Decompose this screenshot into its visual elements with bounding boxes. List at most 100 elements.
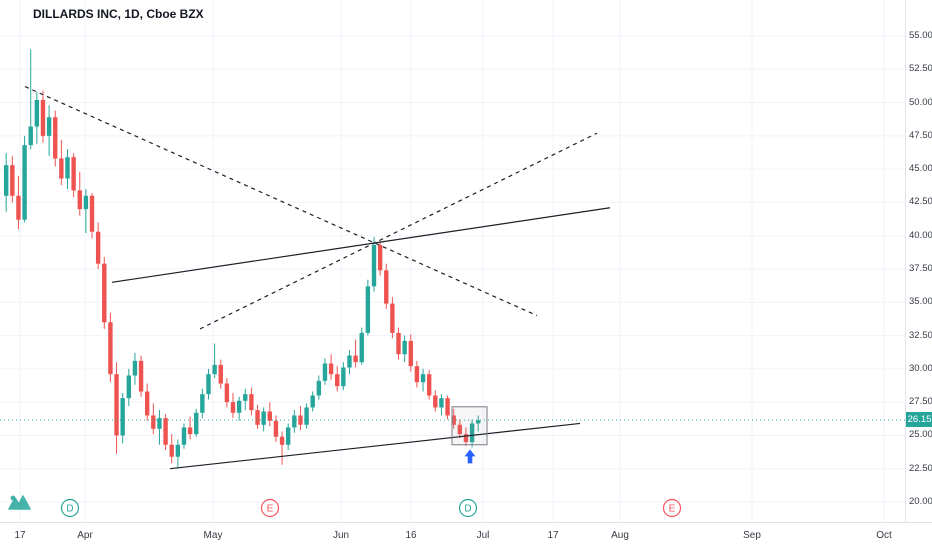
price-axis[interactable]: 55.00 52.50 50.00 47.50 45.00 42.50 40.00 37.50… <box>905 0 932 522</box>
candle-body <box>16 195 21 220</box>
price-axis-label: 55.00 <box>909 30 932 41</box>
candle-body <box>316 380 322 396</box>
candle-body <box>126 375 131 399</box>
candle-body <box>206 374 211 395</box>
candle-body <box>359 332 364 363</box>
candle-body <box>420 374 426 383</box>
candle-body <box>175 444 181 457</box>
candle-body <box>365 286 371 333</box>
candle-body <box>396 332 401 355</box>
candle-body <box>46 117 52 136</box>
candle-body <box>292 415 297 428</box>
candle-body <box>40 99 46 136</box>
candle-body <box>163 418 168 445</box>
candle-body <box>95 231 101 264</box>
candle-body <box>114 374 119 436</box>
price-axis-label: 40.00 <box>909 229 932 241</box>
candle-body <box>212 364 217 375</box>
svg-text:E: E <box>267 504 274 515</box>
price-axis-label: 52.50 <box>909 63 932 75</box>
candle-body <box>10 165 15 196</box>
trendline-ascending-dashed[interactable] <box>199 132 598 330</box>
price-axis-label: 27.50 <box>909 396 932 408</box>
candle-body <box>200 394 205 413</box>
trendline-lower-solid[interactable] <box>169 422 581 470</box>
tradingview-logo[interactable] <box>8 492 32 517</box>
candle-body <box>28 126 33 146</box>
candle-body <box>71 157 76 191</box>
candle-body <box>457 424 463 435</box>
candle-body <box>451 415 456 425</box>
trendlines-layer <box>24 86 611 470</box>
trendline-descending-dashed[interactable] <box>24 86 538 317</box>
price-axis-label: 22.50 <box>909 462 932 474</box>
candle-body <box>476 420 481 424</box>
time-axis-label: 16 <box>405 530 417 541</box>
candle-body <box>138 360 144 392</box>
candle-body <box>279 436 285 445</box>
price-axis-label: 37.50 <box>909 263 932 274</box>
candle-body <box>469 423 475 443</box>
earnings-marker[interactable]: E <box>260 498 280 518</box>
price-axis-label: 35.00 <box>909 296 932 308</box>
candle-body <box>243 394 248 401</box>
candle-body <box>218 364 223 384</box>
candle-body <box>4 165 9 196</box>
time-axis-label: 17 <box>547 530 559 541</box>
price-axis-label: 47.50 <box>909 129 932 141</box>
price-axis-label: 32.50 <box>909 329 932 341</box>
time-axis-label: Jul <box>476 530 490 541</box>
candle-body <box>285 427 291 445</box>
candle-body <box>402 340 407 355</box>
candle-body <box>108 322 113 375</box>
price-axis-label: 30.00 <box>909 362 932 374</box>
svg-text:E: E <box>669 504 676 515</box>
time-axis-label: Oct <box>876 530 892 541</box>
candle-body <box>144 391 150 416</box>
time-axis-label: 17 <box>14 530 26 541</box>
candle-body <box>371 245 377 287</box>
candle-body <box>384 270 389 304</box>
candle-body <box>273 420 279 437</box>
candle-body <box>426 374 432 396</box>
trendline-upper-solid[interactable] <box>111 207 611 283</box>
candle-body <box>377 245 383 271</box>
candle-body <box>65 157 70 179</box>
up-arrow-marker[interactable] <box>464 449 476 464</box>
price-axis-label: 50.00 <box>909 96 932 108</box>
time-axis-label: Apr <box>77 530 93 541</box>
highlight-box[interactable] <box>451 406 488 446</box>
candle-body <box>408 340 413 367</box>
earnings-marker[interactable]: E <box>662 498 682 518</box>
candle-body <box>187 427 193 435</box>
dividend-marker[interactable]: D <box>60 498 80 518</box>
candle-body <box>89 195 95 232</box>
candle-body <box>341 367 346 387</box>
candle-body <box>120 398 125 436</box>
candle-body <box>433 395 438 408</box>
time-axis[interactable]: 17 Apr May Jun 16 Jul 17 Aug Sep Oct <box>0 522 932 550</box>
logo-icon <box>8 495 31 510</box>
candle-body <box>34 99 40 127</box>
candle-body <box>22 145 27 220</box>
time-axis-label: Sep <box>743 530 761 541</box>
candles-layer <box>4 49 481 468</box>
candle-body <box>414 366 420 383</box>
candle-body <box>181 427 187 445</box>
candle-body <box>132 360 138 376</box>
candle-body <box>390 303 395 333</box>
candle-body <box>249 394 254 411</box>
candle-body <box>83 195 89 210</box>
price-axis-label: 20.00 <box>909 496 932 507</box>
candle-body <box>261 411 266 425</box>
candle-body <box>157 418 162 429</box>
dividend-marker[interactable]: D <box>458 498 478 518</box>
candle-body <box>102 263 107 323</box>
candle-body <box>335 374 340 387</box>
candle-body <box>445 398 450 416</box>
candle-body <box>328 363 334 375</box>
candle-body <box>169 444 174 457</box>
svg-text:D: D <box>66 504 73 515</box>
